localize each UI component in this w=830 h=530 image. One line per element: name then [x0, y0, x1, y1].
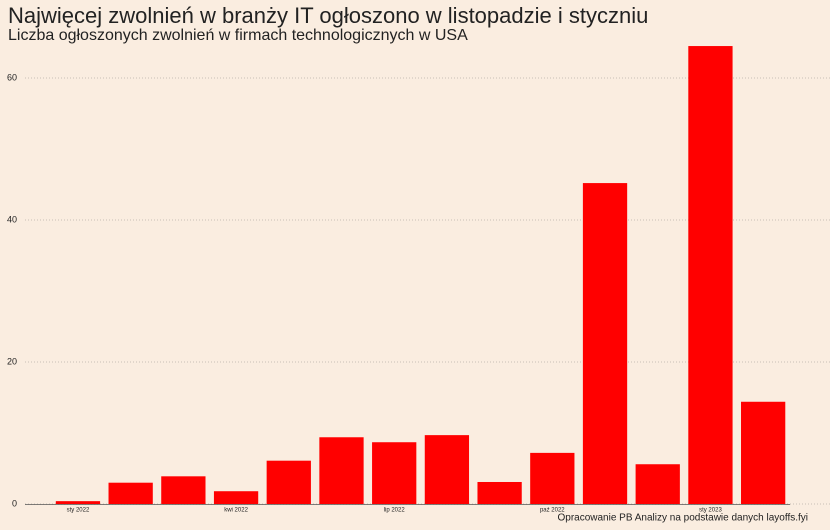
chart-title: Najwięcej zwolnień w branży IT ogłoszono…	[8, 3, 648, 28]
x-tick-label: sty 2022	[67, 508, 90, 514]
bar	[108, 482, 153, 504]
bar	[530, 452, 575, 504]
bar	[372, 442, 417, 504]
y-tick-label: 60	[7, 72, 17, 82]
y-tick-label: 20	[7, 356, 17, 366]
bar	[319, 437, 364, 504]
caption: Opracowanie PB Analizy na podstawie dany…	[557, 513, 808, 524]
bar	[477, 481, 522, 504]
bar	[266, 460, 311, 504]
chart-subtitle: Liczba ogłoszonych zwolnień w firmach te…	[8, 27, 468, 44]
y-tick-label: 40	[7, 214, 17, 224]
bar	[688, 46, 733, 505]
bar	[424, 435, 470, 504]
x-tick-label: paź 2022	[540, 508, 565, 514]
bar	[635, 464, 680, 504]
bar	[161, 476, 206, 504]
y-tick-label: 0	[12, 498, 17, 508]
x-tick-label: kwi 2022	[224, 508, 248, 514]
bar	[55, 501, 101, 504]
bar	[741, 401, 786, 504]
bar	[582, 183, 628, 504]
x-tick-label: lip 2022	[384, 508, 406, 514]
bar	[213, 491, 259, 504]
x-tick-label: sty 2023	[699, 508, 722, 514]
